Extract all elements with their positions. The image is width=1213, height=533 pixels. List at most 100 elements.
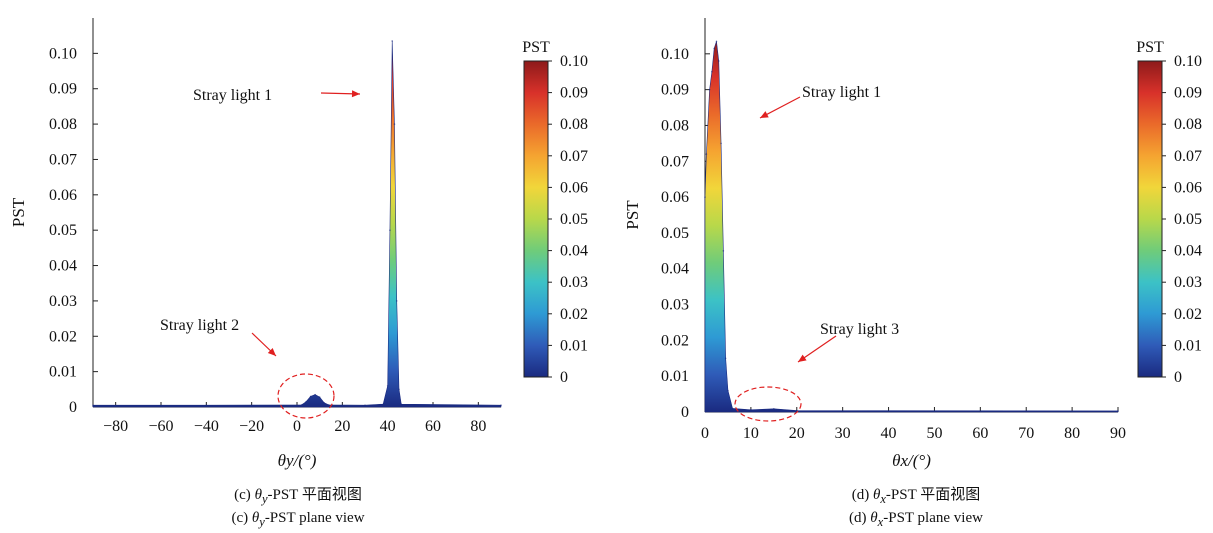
y-axis-label: PST: [623, 200, 642, 230]
chart-panel-d: 0 0.01 0.02 0.03 0.04 0.05 0.06 0.07 0.08 0.09 0.1…: [623, 18, 1202, 470]
y-tick-label: 0.01: [661, 368, 689, 385]
x-tick-label: 80: [470, 418, 486, 435]
x-tick-label: 60: [972, 425, 988, 442]
colorbar-tick-label: 0.07: [1174, 148, 1202, 165]
data-point: [389, 229, 391, 231]
data-point: [708, 88, 711, 91]
colorbar-title: PST: [522, 39, 550, 56]
y-tick-label: 0.02: [49, 328, 77, 345]
annotation-label: Stray light 3: [820, 321, 899, 338]
pst-area-series: [704, 41, 1119, 413]
x-tick-label: −80: [103, 418, 128, 435]
y-tick-label: 0.08: [661, 117, 689, 134]
data-point: [393, 123, 396, 125]
pst-area-series: [92, 40, 502, 408]
data-point: [704, 196, 706, 198]
data-point: [713, 47, 715, 50]
x-tick-label: 60: [425, 418, 441, 435]
x-tick-label: 10: [743, 425, 759, 442]
colorbar-tick-label: 0.03: [560, 274, 588, 291]
colorbar-tick-label: 0.04: [560, 243, 588, 260]
chart-panel-c: 0 0.01 0.02 0.03 0.04 0.05 0.06 0.07 0.08 0.09 0.1…: [9, 18, 588, 470]
y-tick-label: 0.08: [49, 116, 77, 133]
caption-c-en: (c) θy-PST plane view: [231, 510, 365, 529]
highlight-ellipse: [734, 386, 802, 422]
y-tick-label: 0: [69, 399, 77, 416]
colorbar-tick-label: 0.02: [1174, 306, 1202, 323]
data-point: [715, 40, 718, 43]
x-tick-label: 0: [293, 418, 301, 435]
data-point: [722, 250, 725, 252]
y-tick-label: 0.04: [661, 261, 689, 278]
colorbar-tick-label: 0.05: [1174, 211, 1202, 228]
data-point: [309, 395, 312, 398]
data-point: [305, 400, 307, 403]
x-axis-label: θx/(°): [892, 451, 931, 470]
colorbar-tick-label: 0.03: [1174, 274, 1202, 291]
data-point: [205, 404, 208, 407]
y-axis-label: PST: [9, 197, 28, 227]
x-tick-label: 50: [926, 425, 942, 442]
colorbar-tick-label: 0.09: [1174, 85, 1202, 102]
y-tick-label: 0.10: [49, 45, 77, 62]
y-tick-label: 0.09: [661, 82, 689, 99]
colorbar-tick-label: 0.01: [560, 337, 588, 354]
colorbar-tick-label: 0.08: [1174, 116, 1202, 133]
data-point: [705, 153, 708, 155]
y-tick-label: 0.10: [661, 46, 689, 63]
y-tick-label: 0.07: [49, 151, 77, 168]
colorbar: [1137, 60, 1163, 378]
caption-d-zh: (d) θx-PST 平面视图: [851, 487, 981, 506]
x-tick-label: 20: [789, 425, 805, 442]
data-point: [717, 60, 720, 62]
y-tick-label: 0.07: [661, 153, 689, 170]
x-tick-label: 40: [380, 418, 396, 435]
colorbar-title: PST: [1136, 39, 1164, 56]
colorbar-tick-label: 0.01: [1174, 337, 1202, 354]
data-point: [318, 396, 321, 398]
data-point: [327, 404, 330, 406]
x-tick-label: 0: [701, 425, 709, 442]
caption-c-zh: (c) θy-PST 平面视图: [234, 487, 362, 506]
caption-d-en: (d) θx-PST plane view: [849, 510, 983, 529]
y-tick-label: 0.02: [661, 332, 689, 349]
data-point: [300, 404, 303, 406]
y-tick-label: 0.05: [661, 225, 689, 242]
data-point: [400, 403, 403, 405]
annotation-arrowhead: [760, 111, 769, 118]
y-tick-label: 0.06: [661, 189, 689, 206]
caption-c: (c) θy-PST 平面视图 (c) θy-PST plane view: [98, 486, 498, 532]
y-tick-label: 0.09: [49, 81, 77, 98]
data-point: [386, 384, 389, 387]
data-point: [711, 70, 713, 73]
y-tick-label: 0: [681, 404, 689, 421]
colorbar-tick-label: 0.02: [560, 306, 588, 323]
x-axis-label: θy/(°): [278, 451, 317, 470]
annotation-arrowhead: [267, 347, 276, 356]
annotation-label: Stray light 1: [802, 84, 881, 101]
colorbar-tick-label: 0.09: [560, 85, 588, 102]
colorbar-tick-label: 0.05: [560, 211, 588, 228]
annotation-label: Stray light 1: [193, 87, 272, 104]
data-point: [724, 357, 727, 360]
colorbar-tick-label: 0.07: [560, 148, 588, 165]
y-tick-label: 0.05: [49, 222, 77, 239]
caption-d: (d) θx-PST 平面视图 (d) θx-PST plane view: [716, 486, 1116, 532]
annotation-arrowhead: [351, 90, 360, 98]
annotation-label: Stray light 2: [160, 317, 239, 334]
data-point: [364, 404, 366, 407]
data-point: [323, 401, 326, 404]
data-point: [500, 404, 502, 407]
colorbar-tick-label: 0.04: [1174, 243, 1202, 260]
data-point: [1117, 410, 1119, 412]
x-tick-label: 30: [835, 425, 851, 442]
data-point: [92, 404, 94, 407]
y-tick-label: 0.03: [661, 297, 689, 314]
figure-canvas: 0 0.01 0.02 0.03 0.04 0.05 0.06 0.07 0.08 0.09 0.1…: [9, 18, 1202, 470]
x-tick-label: 70: [1018, 425, 1034, 442]
x-tick-label: −20: [239, 418, 264, 435]
colorbar-tick-label: 0: [560, 369, 568, 386]
annotation-arrowhead: [798, 354, 807, 362]
colorbar-tick-label: 0.10: [560, 53, 588, 70]
data-point: [398, 388, 400, 391]
